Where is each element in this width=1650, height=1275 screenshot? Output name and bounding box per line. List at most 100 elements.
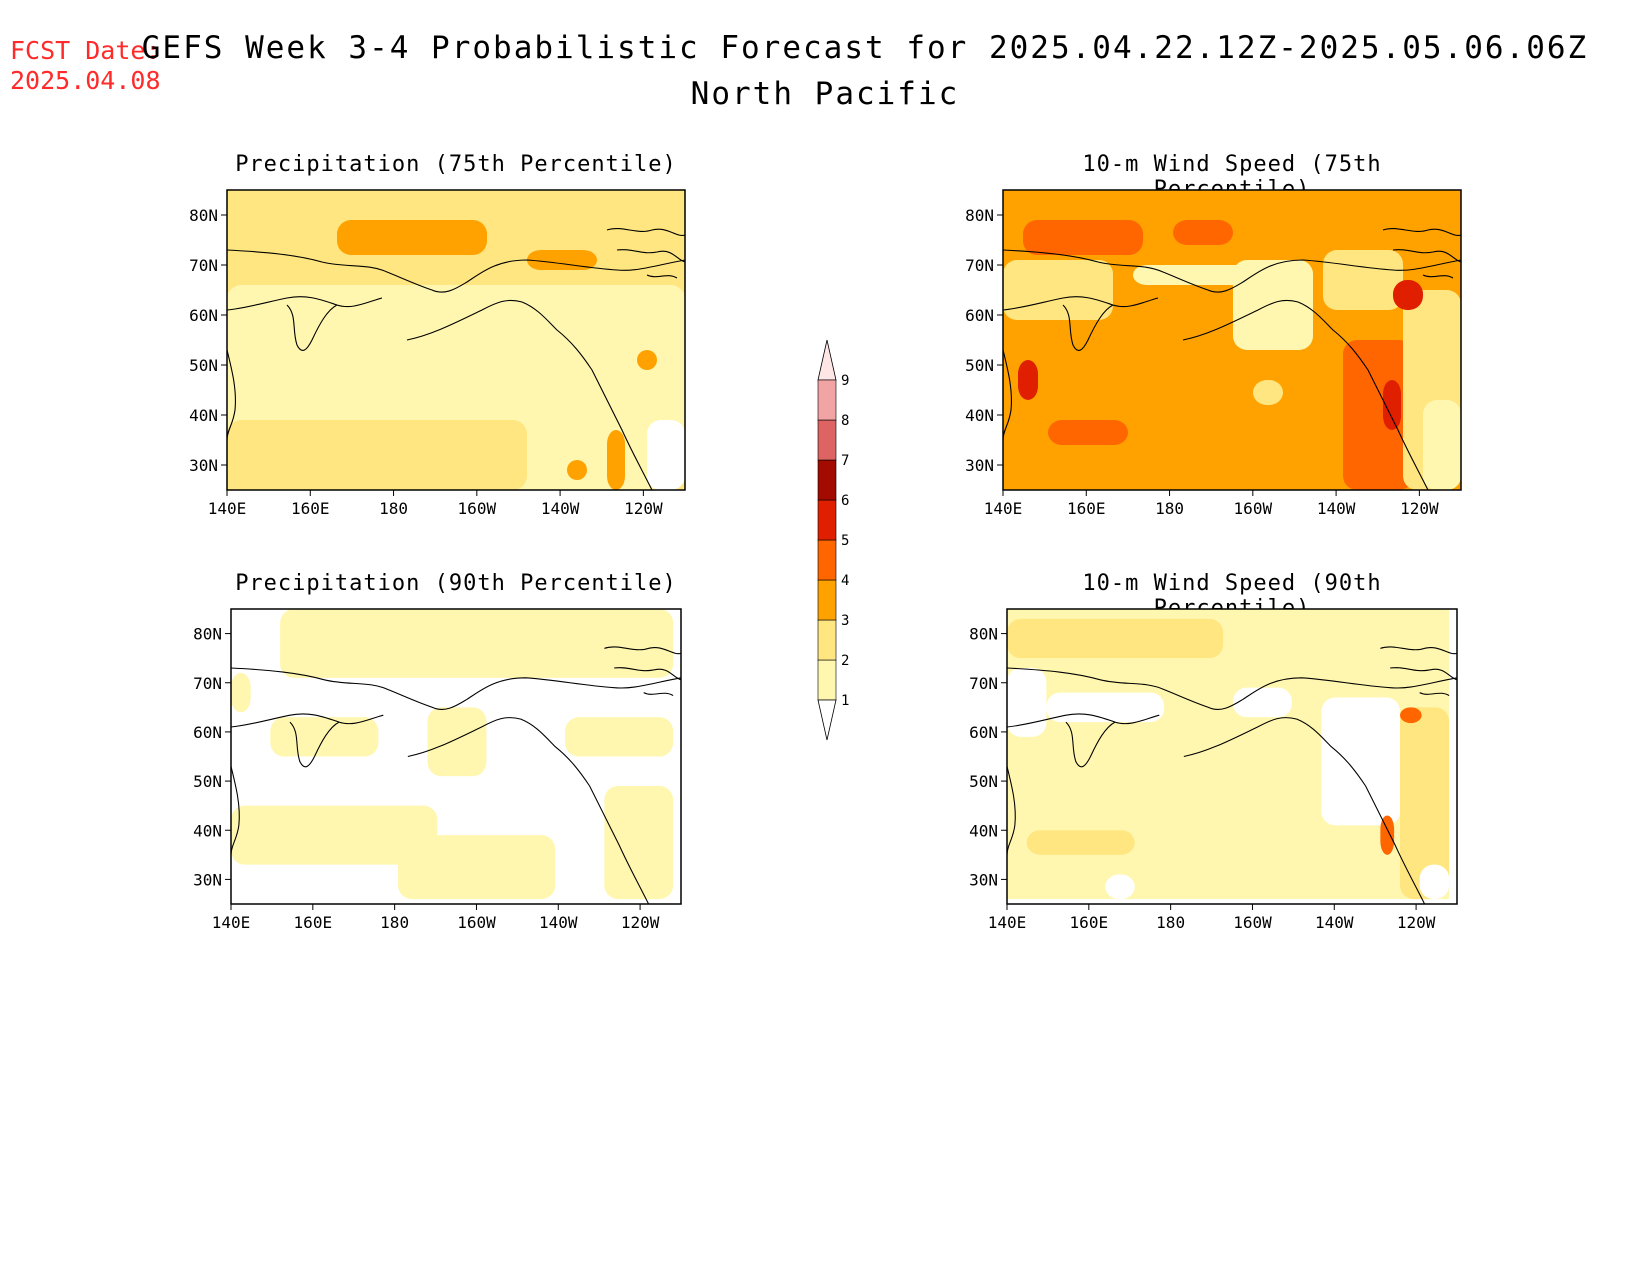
colorbar-swatch: [817, 459, 837, 501]
lon-tick-label: 180: [380, 913, 409, 932]
coastline: [604, 646, 682, 655]
colorbar-level-label: 30: [841, 613, 850, 629]
coastline: [1006, 766, 1016, 855]
lon-tick-label: 160E: [1070, 913, 1109, 932]
map-wind-90: 80N 70N 60N 50N 40N 30N 140E 160E 180 160W 140W 120…: [969, 608, 1458, 932]
lon-tick-label: 140W: [1315, 913, 1354, 932]
coastline: [643, 692, 674, 697]
lon-tick-label: 160W: [1234, 499, 1273, 518]
coastline: [1382, 228, 1462, 237]
contour-region: [1173, 220, 1233, 245]
coastline: [226, 249, 686, 293]
coastline: [1006, 667, 1458, 710]
panel-title-precip-90: Precipitation (90th Percentile): [235, 571, 677, 596]
colorbar-level-label: 10: [841, 693, 850, 709]
contour-region: [1003, 260, 1113, 320]
lon-tick-label: 160E: [291, 499, 330, 518]
coastline-layer: [230, 646, 682, 905]
colorbar-swatch: [817, 659, 837, 701]
contour-region: [607, 430, 625, 490]
coastline: [1182, 299, 1429, 491]
lat-tick-label: 70N: [969, 674, 998, 693]
coastline-layer: [1002, 228, 1462, 491]
contour-region: [1018, 360, 1038, 400]
field-layer: [227, 190, 685, 490]
lat-tick-label: 70N: [193, 674, 222, 693]
contour-region: [337, 220, 487, 255]
lat-tick-label: 50N: [193, 772, 222, 791]
coastline: [230, 667, 682, 710]
colorbar-swatch: [817, 379, 837, 421]
contour-region: [427, 707, 487, 777]
contour-region: [1253, 380, 1283, 405]
contour-region: [637, 350, 657, 370]
lon-tick-label: 140E: [208, 499, 247, 518]
lon-tick-label: 140W: [541, 499, 580, 518]
lon-tick-label: 160W: [458, 499, 497, 518]
contour-region: [1380, 815, 1395, 855]
main-title: GEFS Week 3-4 Probabilistic Forecast for…: [141, 30, 1589, 66]
map-frame: [1006, 608, 1458, 905]
coastline: [1392, 249, 1462, 263]
lon-tick-label: 180: [1155, 499, 1184, 518]
contour-region: [1393, 280, 1423, 310]
lat-tick-label: 60N: [969, 723, 998, 742]
coastline: [1419, 692, 1450, 697]
map-frame: [230, 608, 682, 905]
coastline-layer: [226, 228, 686, 491]
lon-tick-label: 160W: [457, 913, 496, 932]
lon-tick-label: 180: [1156, 913, 1185, 932]
lat-tick-label: 70N: [965, 256, 994, 275]
contour-region: [231, 805, 438, 865]
lon-tick-label: 140E: [988, 913, 1027, 932]
contour-region: [1383, 380, 1401, 430]
contour-region: [1400, 707, 1422, 724]
coastline: [406, 299, 653, 491]
contour-region: [1423, 400, 1461, 490]
lat-tick-label: 30N: [965, 456, 994, 475]
coastline: [1380, 646, 1458, 655]
contour-region: [280, 609, 674, 678]
lat-tick-label: 40N: [965, 406, 994, 425]
lon-tick-label: 120W: [621, 913, 660, 932]
coastline: [226, 349, 236, 441]
panel-title-precip-75: Precipitation (75th Percentile): [235, 152, 677, 177]
lat-tick-label: 30N: [969, 870, 998, 889]
contour-region: [1007, 668, 1047, 737]
lon-tick-label: 120W: [1397, 913, 1436, 932]
colorbar-bottom-cap: [817, 699, 837, 741]
map-frame: [226, 189, 686, 491]
field-layer: [1003, 190, 1461, 490]
lat-tick-label: 50N: [965, 356, 994, 375]
coastline: [230, 766, 240, 855]
colorbar-swatch: [817, 499, 837, 541]
coastline: [286, 304, 338, 351]
contour-region: [1007, 618, 1224, 659]
colorbar-level-label: 80: [841, 413, 850, 429]
contour-region: [527, 250, 597, 270]
contour-region: [647, 420, 685, 490]
contour-region: [270, 717, 379, 757]
lat-tick-label: 40N: [969, 821, 998, 840]
colorbar-swatch: [817, 579, 837, 621]
coastline: [1183, 717, 1426, 905]
coastline: [1006, 713, 1160, 728]
lat-tick-label: 40N: [193, 821, 222, 840]
lon-tick-label: 140E: [212, 913, 251, 932]
contour-region: [1105, 874, 1135, 900]
contour-region: [1046, 692, 1165, 723]
contour-region: [1400, 707, 1450, 900]
lat-tick-label: 30N: [193, 870, 222, 889]
colorbar-level-label: 40: [841, 573, 850, 589]
coastline: [230, 713, 384, 728]
region-subtitle: North Pacific: [690, 76, 960, 112]
lat-tick-label: 80N: [965, 206, 994, 225]
contour-region: [565, 717, 674, 757]
contour-region: [227, 420, 527, 490]
coastline: [1422, 274, 1454, 279]
contour-region: [231, 672, 251, 713]
colorbar-level-label: 20: [841, 653, 850, 669]
contour-region: [604, 786, 674, 900]
contour-region: [1321, 697, 1401, 826]
lat-tick-label: 40N: [189, 406, 218, 425]
